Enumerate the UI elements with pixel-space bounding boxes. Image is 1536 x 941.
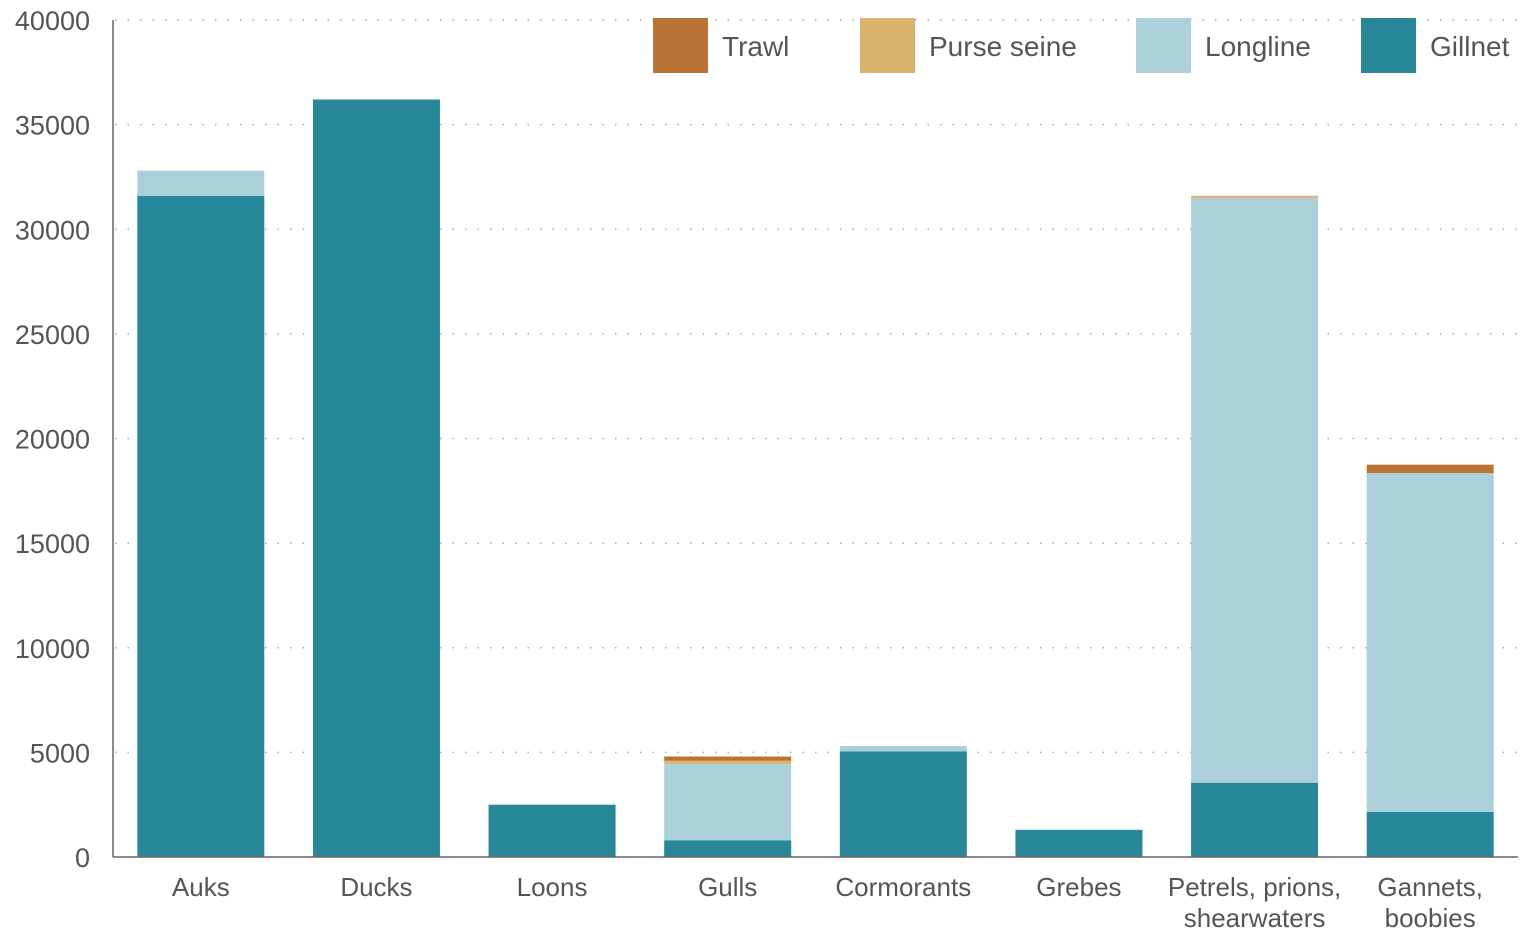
bar-longline-4 — [839, 746, 967, 752]
bar-gillnet-4 — [839, 751, 967, 857]
y-tick-label: 0 — [75, 843, 90, 873]
legend-label-longline: Longline — [1205, 31, 1311, 62]
x-tick-label: Loons — [517, 872, 588, 902]
bar-gillnet-2 — [488, 804, 616, 857]
bar-gillnet-3 — [664, 840, 792, 857]
x-tick-label: Auks — [172, 872, 230, 902]
bar-gillnet-6 — [1191, 782, 1319, 857]
x-tick-label: Petrels, prions, — [1168, 872, 1341, 902]
bar-longline-6 — [1191, 197, 1319, 783]
bar-purse-seine-3 — [664, 760, 792, 764]
bar-gillnet-0 — [137, 195, 265, 857]
bars — [137, 99, 1494, 857]
legend-swatch-gillnet — [1361, 18, 1416, 73]
x-tick-label: Ducks — [340, 872, 412, 902]
bar-trawl-3 — [664, 756, 792, 761]
x-tick-label: Cormorants — [835, 872, 971, 902]
legend-swatch-trawl — [653, 18, 708, 73]
bar-purse-seine-6 — [1191, 195, 1319, 198]
bar-longline-3 — [664, 763, 792, 841]
y-tick-label: 30000 — [15, 215, 90, 245]
y-tick-label: 10000 — [15, 634, 90, 664]
legend-label-trawl: Trawl — [722, 31, 789, 62]
x-tick-label: Gannets, — [1377, 872, 1483, 902]
legend-swatch-longline — [1136, 18, 1191, 73]
bar-longline-7 — [1366, 473, 1494, 813]
y-tick-label: 15000 — [15, 529, 90, 559]
y-tick-label: 40000 — [15, 6, 90, 36]
y-tick-label: 35000 — [15, 111, 90, 141]
axes — [112, 20, 1518, 858]
y-tick-label: 5000 — [30, 738, 90, 768]
bar-gillnet-7 — [1366, 812, 1494, 857]
y-tick-label: 25000 — [15, 320, 90, 350]
bar-gillnet-1 — [312, 99, 440, 857]
y-tick-label: 20000 — [15, 425, 90, 455]
bar-gillnet-5 — [1015, 829, 1143, 857]
x-tick-label: Gulls — [698, 872, 757, 902]
x-axis-category-labels: Auks Ducks Loons Gulls Cormorants Grebes Petre… — [172, 872, 1483, 933]
y-axis-tick-labels: 0 5000 10000 15000 20000 25000 30000 35000 40000 — [15, 6, 90, 873]
x-tick-label: boobies — [1385, 903, 1476, 933]
bar-trawl-7 — [1366, 464, 1494, 474]
x-tick-label: shearwaters — [1184, 903, 1326, 933]
gridlines — [115, 19, 1518, 754]
legend-swatch-purse-seine — [860, 18, 915, 73]
legend-label-gillnet: Gillnet — [1430, 31, 1510, 62]
x-tick-label: Grebes — [1036, 872, 1121, 902]
legend-label-purse-seine: Purse seine — [929, 31, 1077, 62]
bar-longline-0 — [137, 170, 265, 196]
legend: Trawl Purse seine Longline Gillnet — [653, 18, 1510, 73]
